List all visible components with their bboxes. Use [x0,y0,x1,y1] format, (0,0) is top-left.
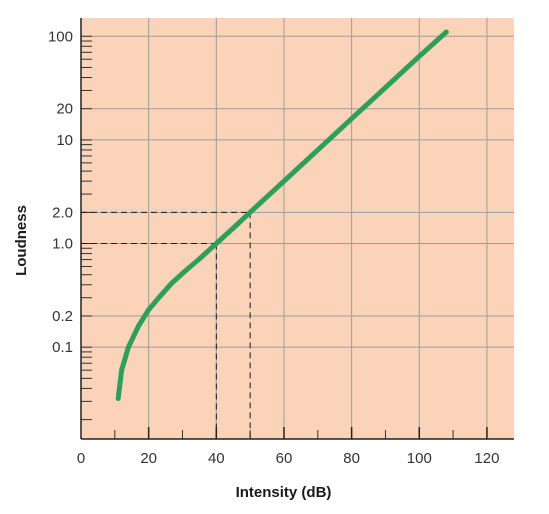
tick-labels: 20 40 60 80 100 120 0 100 20 10 2.0 1.0 0.2 0.1 [48,28,499,467]
y-axis-title: Loudness [13,205,30,276]
reference-lines [81,211,251,439]
x-tick-label: 100 [407,450,432,467]
x-tick-label: 60 [276,450,293,467]
axes [80,18,514,440]
x-tick-label: 20 [140,450,157,467]
y-tick-label: 20 [56,101,73,118]
x-tick-label: 40 [208,450,225,467]
minor-ticks [81,35,454,439]
x-tick-label: 80 [343,450,360,467]
x-axis-title: Intensity (dB) [236,484,332,501]
y-tick-label: 0.2 [52,308,73,325]
x-origin-label: 0 [77,450,85,467]
loudness-curve [115,29,449,401]
x-tick-label: 120 [474,450,499,467]
y-tick-label: 100 [48,28,73,45]
y-tick-label: 2.0 [52,204,73,221]
y-tick-label: 10 [56,132,73,149]
plot-background [81,18,514,439]
y-tick-label: 1.0 [52,236,73,253]
y-tick-label: 0.1 [52,339,73,356]
